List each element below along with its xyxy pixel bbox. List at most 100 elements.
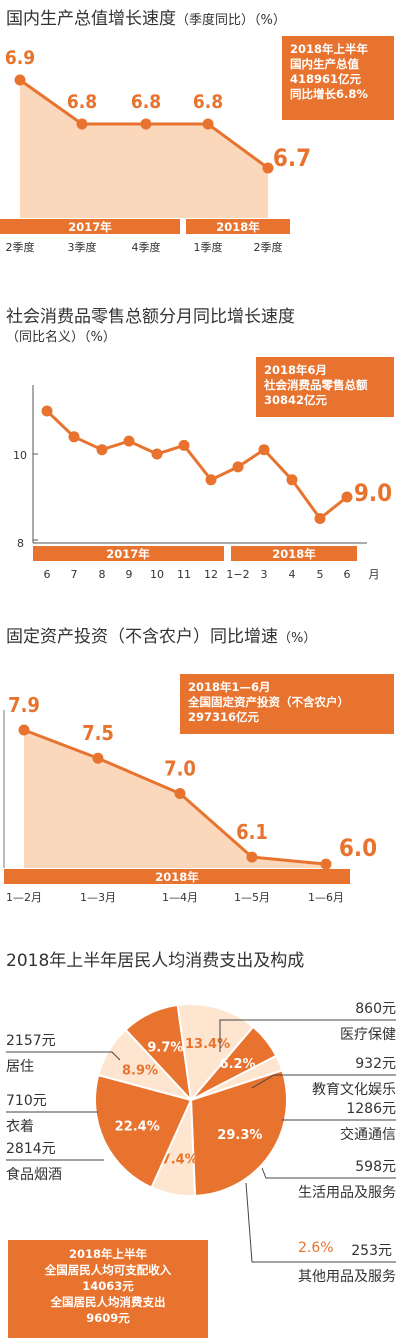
pie-value-label: 2814元	[6, 1141, 56, 1157]
retail-point	[286, 474, 298, 486]
spend-box-line: 14063元	[82, 1279, 134, 1293]
retail-y-tick: 10	[13, 449, 27, 462]
retail-x-tick: 12	[204, 568, 218, 581]
fai-box-line: 全国固定资产投资（不含农户）	[188, 695, 349, 709]
retail-subtitle: （同比名义）（%）	[6, 330, 116, 345]
fai-chart: 7.9 7.5 7.0 6.1 6.0 2018年 1—2月 1—3月 1—4月 1—5月 1—6月	[3, 693, 377, 904]
spend-box-line: 全国居民人均消费支出	[50, 1295, 166, 1309]
fai-box-line: 2018年1—6月	[188, 680, 271, 694]
retail-x-tick: 10	[150, 568, 164, 581]
gdp-year-label: 2017年	[68, 220, 112, 234]
pie-pct-label: 29.3%	[217, 1128, 262, 1143]
pie-category-label: 医疗保健	[340, 1027, 396, 1043]
retail-point	[151, 448, 163, 460]
gdp-data-label: 6.7	[273, 144, 311, 172]
fai-data-label: 7.9	[8, 693, 40, 717]
gdp-box-line: 同比增长6.8%	[290, 87, 368, 101]
retail-x-tick: 1−2	[226, 568, 249, 581]
pie-leader-line	[251, 1074, 396, 1089]
gdp-year-band	[0, 219, 180, 234]
retail-x-tick: 3	[261, 568, 268, 581]
spend-box-line: 2018年上半年	[68, 1247, 147, 1261]
retail-x-tick: 9	[126, 568, 133, 581]
retail-point	[258, 444, 270, 456]
gdp-box-line: 国内生产总值	[290, 57, 359, 71]
pie-value-label: 2157元	[6, 1033, 56, 1049]
gdp-x-tick: 3季度	[68, 240, 97, 254]
gdp-x-tick: 2季度	[254, 240, 283, 254]
gdp-x-tick: 2季度	[6, 240, 35, 254]
pie-pct-label: 9.7%	[147, 1040, 183, 1055]
gdp-box-line: 2018年上半年	[290, 42, 369, 56]
retail-point	[41, 405, 53, 417]
retail-box-line: 社会消费品零售总额	[264, 378, 368, 392]
retail-point	[123, 435, 135, 447]
retail-point	[205, 474, 217, 486]
fai-year-label: 2018年	[155, 870, 199, 884]
gdp-data-label: 6.9	[5, 47, 35, 69]
retail-x-unit: 月	[369, 568, 380, 581]
retail-point	[178, 439, 190, 451]
pie-category-label: 衣着	[6, 1119, 34, 1135]
retail-year-band	[33, 546, 224, 561]
pie-leader-line	[245, 1182, 396, 1263]
fai-x-tick: 1—3月	[80, 891, 116, 904]
spend-box-line: 全国居民人均可支配收入	[44, 1263, 172, 1277]
pie-leader-line	[219, 1019, 396, 1052]
gdp-data-label: 6.8	[193, 91, 223, 113]
gdp-x-tick: 4季度	[132, 240, 161, 254]
retail-box-line: 2018年6月	[264, 363, 328, 377]
pie-category-label: 居住	[6, 1059, 34, 1075]
retail-chart: 10 8 9.0 2017年 2018年 6 7 8 9 10 11 12 1−2 3 4 5 6 月	[13, 385, 392, 581]
gdp-data-label: 6.8	[67, 91, 97, 113]
retail-point	[341, 491, 353, 503]
retail-x-tick: 4	[289, 568, 296, 581]
fai-point	[246, 851, 258, 863]
pie-slice	[176, 1003, 255, 1103]
fai-data-label: 6.1	[236, 820, 268, 844]
pie-pct-label: 7.4%	[162, 1152, 198, 1167]
gdp-x-tick: 1季度	[194, 240, 223, 254]
retail-point	[68, 431, 80, 443]
fai-point	[320, 858, 332, 870]
pie-slice	[189, 1069, 288, 1197]
gdp-data-label: 6.8	[131, 91, 161, 113]
fai-data-label: 7.5	[82, 721, 114, 745]
fai-title: 固定资产投资（不含农户）同比增速（%）	[6, 622, 316, 647]
retail-info-box: 2018年6月 社会消费品零售总额 30842亿元	[256, 357, 394, 417]
fai-area	[24, 730, 326, 868]
retail-x-tick: 6	[44, 568, 51, 581]
pie-value-label: 860元	[355, 1001, 396, 1017]
pie-category-label: 交通通信	[340, 1127, 396, 1143]
pie-slice	[94, 1073, 193, 1189]
retail-x-tick: 8	[99, 568, 106, 581]
pie-pct-label: 6.2%	[220, 1057, 256, 1072]
retail-x-tick: 6	[344, 568, 351, 581]
gdp-title-sub: （季度同比）（%）	[176, 13, 286, 28]
gdp-area	[20, 80, 268, 218]
spend-info-box: 2018年上半年 全国居民人均可支配收入 14063元 全国居民人均消费支出 9…	[8, 1240, 208, 1338]
pie-pct-label: 13.4%	[185, 1037, 230, 1052]
pie-leader-line	[261, 1167, 396, 1179]
gdp-info-box: 2018年上半年 国内生产总值 418961亿元 同比增长6.8%	[282, 36, 394, 120]
retail-point	[232, 461, 244, 473]
pie-value-label: 932元	[355, 1056, 396, 1072]
gdp-title-main: 国内生产总值增长速度	[6, 9, 176, 29]
retail-year-label: 2018年	[272, 547, 316, 561]
fai-data-label: 6.0	[339, 834, 377, 862]
pie-pct-label: 22.4%	[115, 1119, 160, 1134]
gdp-point	[140, 118, 152, 130]
gdp-title: 国内生产总值增长速度（季度同比）（%）	[6, 4, 286, 29]
spend-box-line: 9609元	[86, 1311, 130, 1325]
fai-year-band	[4, 869, 350, 884]
gdp-point	[76, 118, 88, 130]
pie-pct-label: 2.6%	[298, 1240, 334, 1256]
fai-box-line: 297316亿元	[188, 710, 260, 724]
fai-title-main: 固定资产投资（不含农户）同比增速	[6, 627, 278, 647]
pie-category-label: 食品烟酒	[6, 1167, 62, 1183]
retail-end-label: 9.0	[354, 479, 392, 507]
gdp-point	[202, 118, 214, 130]
fai-data-label: 7.0	[164, 757, 196, 781]
gdp-year-band	[186, 219, 290, 234]
